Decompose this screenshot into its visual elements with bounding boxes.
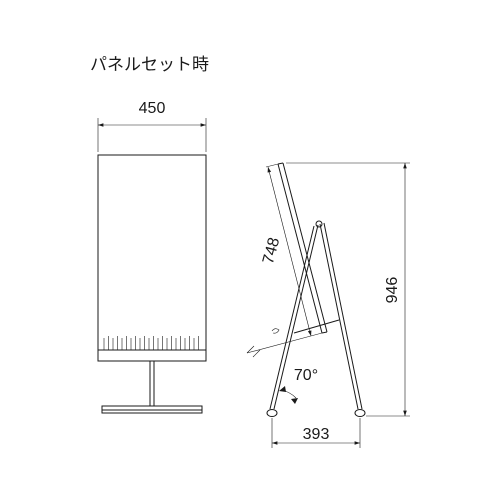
- front-foot: [102, 406, 202, 410]
- front-base: [98, 350, 206, 361]
- front-foot-base: [102, 410, 202, 413]
- side-brace: [294, 320, 339, 333]
- side-hinge: [316, 221, 322, 227]
- side-panel-back: [283, 163, 327, 332]
- dim-393: 393: [272, 418, 360, 448]
- front-post: [150, 361, 154, 406]
- side-panel-front: [278, 164, 322, 333]
- front-view: 450: [98, 100, 206, 413]
- side-back-leg-b: [324, 223, 362, 409]
- side-panel-top: [278, 163, 283, 164]
- dim-450: 450: [98, 100, 206, 152]
- side-foot-front: [267, 410, 277, 417]
- side-back-leg-a: [320, 224, 358, 409]
- front-spikes: [104, 336, 199, 350]
- dim-70-label: 70°: [294, 367, 318, 384]
- dim-946-label: 946: [384, 277, 401, 304]
- dim-450-label: 450: [139, 100, 166, 117]
- side-clip: [272, 329, 279, 333]
- drawing-title: パネルセット時: [90, 55, 209, 74]
- front-panel: [98, 155, 206, 350]
- side-foot-back: [355, 410, 365, 417]
- dim-70: 70°: [279, 367, 318, 404]
- dim-393-label: 393: [303, 426, 330, 443]
- side-view: 748 946 393 70°: [247, 163, 410, 448]
- side-panel-bot: [322, 332, 327, 333]
- dim-748-label: 748: [260, 236, 283, 266]
